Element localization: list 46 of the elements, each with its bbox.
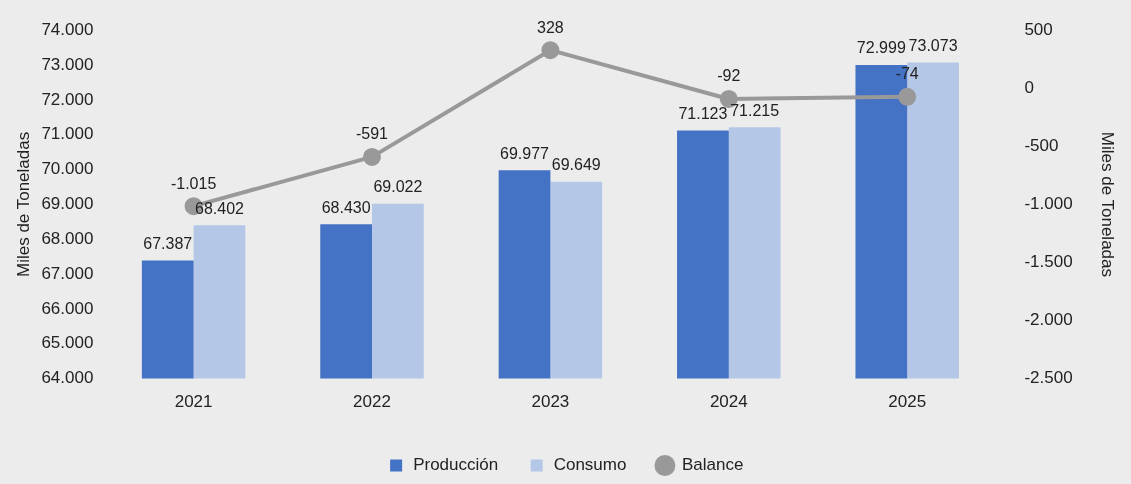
data-label: 67.387 bbox=[143, 235, 193, 252]
y-tick-label: 64.000 bbox=[41, 368, 94, 388]
y2-tick-label: -500 bbox=[1024, 136, 1059, 156]
y-tick-label: 73.000 bbox=[41, 54, 94, 74]
data-label: 68.430 bbox=[321, 198, 371, 216]
x-tick-label: 2025 bbox=[888, 392, 927, 412]
data-label: 69.649 bbox=[551, 156, 601, 174]
y-tick-label: 69.000 bbox=[41, 194, 94, 214]
point bbox=[363, 147, 381, 166]
y-tick-label: 68.000 bbox=[41, 228, 94, 248]
data-label: -92 bbox=[717, 67, 741, 85]
point bbox=[541, 41, 560, 60]
y2-tick-label: 0 bbox=[1024, 77, 1034, 97]
data-label: -74 bbox=[895, 65, 919, 83]
y-axis-title: Miles de Toneladas bbox=[13, 131, 33, 278]
x-tick-label: 2024 bbox=[709, 392, 748, 412]
y2-tick-label: -1.500 bbox=[1024, 252, 1073, 272]
data-label: 72.999 bbox=[856, 39, 906, 57]
data-label: 71.123 bbox=[678, 104, 728, 122]
legend-label: Consumo bbox=[553, 455, 627, 475]
y-tick-label: 65.000 bbox=[41, 333, 94, 353]
data-label: -591 bbox=[355, 125, 389, 143]
y-tick-label: 70.000 bbox=[41, 159, 94, 179]
x-tick-label: 2023 bbox=[531, 392, 570, 412]
data-label: 69.022 bbox=[373, 178, 423, 196]
y-tick-label: 67.000 bbox=[41, 263, 94, 283]
data-label: 73.073 bbox=[908, 36, 958, 54]
data-label: -1.015 bbox=[170, 174, 217, 192]
y-tick-label: 66.000 bbox=[41, 298, 94, 318]
y-tick-label: 72.000 bbox=[41, 89, 94, 109]
data-label: 68.402 bbox=[195, 199, 245, 217]
point bbox=[898, 87, 917, 106]
y2-tick-label: -2.000 bbox=[1024, 310, 1073, 330]
data-label: 71.215 bbox=[730, 101, 780, 119]
y2-tick-label: 500 bbox=[1024, 19, 1053, 39]
data-label: 69.977 bbox=[500, 144, 550, 162]
legend-label: Balance bbox=[681, 455, 744, 475]
legend-label: Producción bbox=[413, 455, 499, 475]
x-tick-label: 2021 bbox=[174, 392, 213, 412]
y2-tick-label: -2.500 bbox=[1024, 368, 1073, 388]
y-tick-label: 74.000 bbox=[41, 19, 94, 39]
y2-tick-label: -1.000 bbox=[1024, 194, 1073, 214]
y2-axis-title: Miles de Toneladas bbox=[1098, 131, 1118, 278]
y-tick-label: 71.000 bbox=[41, 124, 94, 144]
x-tick-label: 2022 bbox=[353, 392, 391, 412]
data-label: 328 bbox=[537, 18, 564, 36]
